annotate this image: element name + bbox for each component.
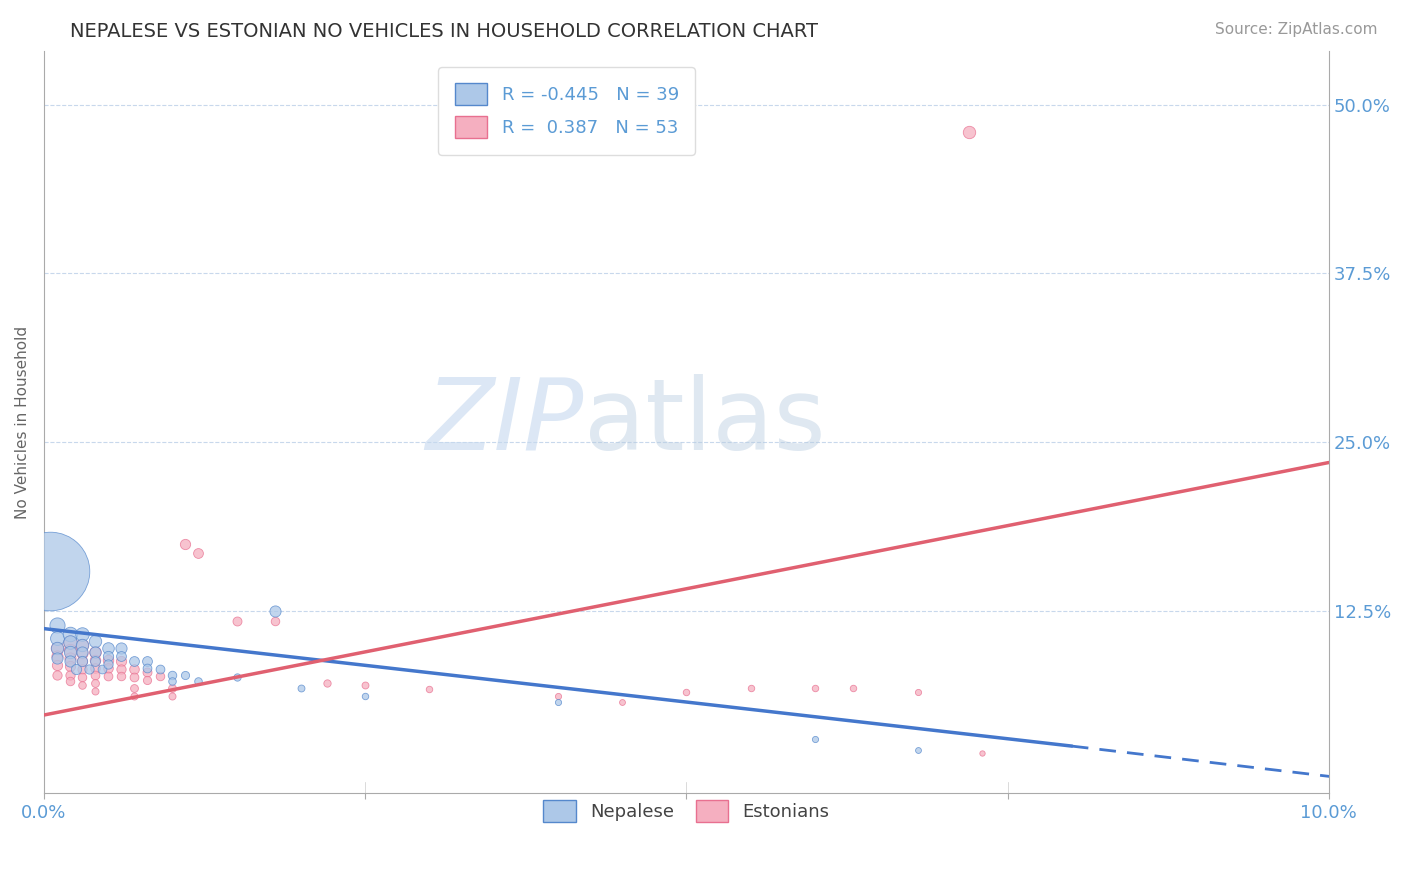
Point	[162, 674, 184, 689]
Point	[225, 614, 247, 628]
Point	[84, 644, 107, 658]
Point	[804, 732, 827, 747]
Point	[72, 662, 94, 676]
Point	[907, 743, 929, 757]
Point	[957, 125, 980, 139]
Point	[58, 627, 80, 641]
Point	[58, 654, 80, 668]
Point	[110, 648, 132, 663]
Point	[58, 674, 80, 689]
Point	[225, 670, 247, 684]
Point	[264, 604, 287, 618]
Point	[58, 659, 80, 673]
Point	[84, 683, 107, 698]
Point	[135, 661, 157, 675]
Point	[58, 635, 80, 649]
Point	[110, 654, 132, 668]
Point	[842, 681, 865, 695]
Point	[97, 657, 120, 671]
Point	[135, 654, 157, 668]
Point	[187, 674, 209, 689]
Point	[45, 667, 67, 681]
Y-axis label: No Vehicles in Household: No Vehicles in Household	[15, 326, 30, 518]
Point	[675, 685, 697, 699]
Point	[162, 681, 184, 695]
Point	[72, 678, 94, 692]
Point	[58, 643, 80, 657]
Point	[72, 627, 94, 641]
Text: atlas: atlas	[583, 374, 825, 470]
Point	[97, 653, 120, 667]
Point	[45, 631, 67, 645]
Point	[122, 670, 145, 684]
Point	[122, 662, 145, 676]
Point	[65, 662, 87, 676]
Text: Source: ZipAtlas.com: Source: ZipAtlas.com	[1215, 22, 1378, 37]
Point	[72, 654, 94, 668]
Point	[97, 640, 120, 655]
Point	[72, 654, 94, 668]
Point	[72, 638, 94, 652]
Text: NEPALESE VS ESTONIAN NO VEHICLES IN HOUSEHOLD CORRELATION CHART: NEPALESE VS ESTONIAN NO VEHICLES IN HOUS…	[70, 22, 818, 41]
Point	[162, 667, 184, 681]
Point	[418, 682, 440, 697]
Point	[110, 669, 132, 683]
Point	[122, 654, 145, 668]
Point	[135, 673, 157, 687]
Point	[354, 678, 377, 692]
Point	[72, 670, 94, 684]
Point	[174, 667, 197, 681]
Point	[264, 614, 287, 628]
Point	[122, 681, 145, 695]
Point	[290, 681, 312, 695]
Point	[187, 546, 209, 560]
Point	[804, 681, 827, 695]
Point	[84, 633, 107, 648]
Point	[58, 644, 80, 658]
Point	[97, 648, 120, 663]
Point	[547, 689, 569, 703]
Point	[110, 640, 132, 655]
Point	[84, 675, 107, 690]
Point	[58, 667, 80, 681]
Point	[84, 644, 107, 658]
Point	[39, 564, 62, 578]
Point	[907, 685, 929, 699]
Point	[72, 638, 94, 652]
Point	[97, 669, 120, 683]
Point	[72, 644, 94, 658]
Point	[45, 640, 67, 655]
Point	[97, 661, 120, 675]
Point	[45, 651, 67, 665]
Point	[84, 661, 107, 675]
Point	[84, 653, 107, 667]
Point	[970, 746, 993, 760]
Point	[174, 536, 197, 550]
Point	[610, 694, 633, 708]
Point	[90, 662, 112, 676]
Point	[45, 648, 67, 663]
Point	[45, 640, 67, 655]
Point	[162, 689, 184, 703]
Point	[740, 681, 762, 695]
Point	[58, 651, 80, 665]
Point	[547, 694, 569, 708]
Point	[77, 662, 100, 676]
Legend: Nepalese, Estonians: Nepalese, Estonians	[529, 785, 844, 837]
Point	[72, 646, 94, 660]
Point	[45, 617, 67, 632]
Point	[148, 662, 170, 676]
Point	[58, 635, 80, 649]
Point	[122, 689, 145, 703]
Text: ZIP: ZIP	[425, 374, 583, 470]
Point	[84, 667, 107, 681]
Point	[148, 669, 170, 683]
Point	[135, 665, 157, 679]
Point	[45, 658, 67, 673]
Point	[84, 654, 107, 668]
Point	[354, 689, 377, 703]
Point	[315, 675, 337, 690]
Point	[110, 662, 132, 676]
